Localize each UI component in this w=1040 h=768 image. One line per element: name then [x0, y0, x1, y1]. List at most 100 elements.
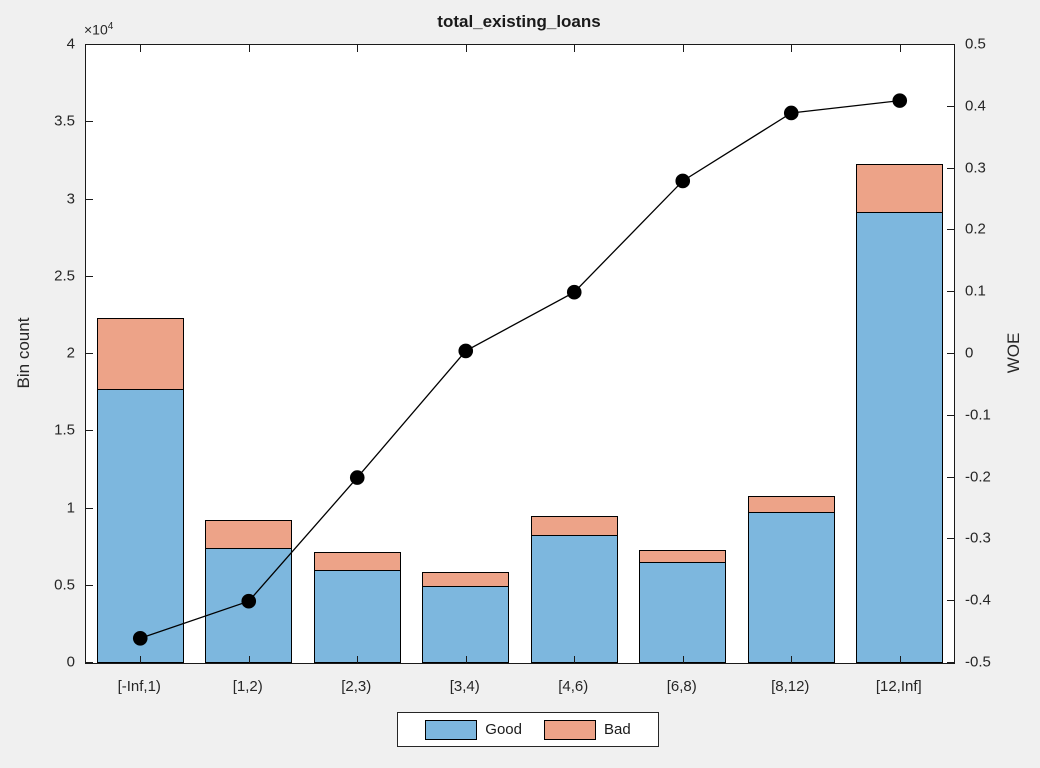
good-bar	[639, 561, 727, 663]
right-y-tick-label: -0.4	[965, 591, 991, 609]
bottom-x-tick	[140, 656, 142, 663]
right-y-tick	[947, 167, 954, 169]
y-axis-exponent-power: 4	[107, 21, 114, 32]
left-y-tick	[86, 44, 93, 45]
woe-point-marker	[458, 343, 474, 359]
left-y-tick-label: 2.5	[54, 267, 75, 285]
top-x-tick	[465, 45, 467, 52]
legend-item-bad: Bad	[544, 719, 631, 740]
legend-label-bad: Bad	[604, 721, 631, 738]
top-x-tick	[682, 45, 684, 52]
y-axis-exponent: ×104	[84, 21, 113, 38]
right-y-tick	[947, 44, 954, 45]
woe-point-marker	[349, 470, 365, 485]
left-y-tick-label: 3.5	[54, 112, 75, 130]
x-category-label: [3,4)	[449, 678, 480, 695]
legend-swatch-bad	[544, 719, 596, 740]
right-y-tick	[947, 353, 954, 354]
legend-label-good: Good	[485, 721, 522, 738]
bottom-x-tick	[791, 656, 793, 663]
bad-bar	[205, 520, 293, 549]
top-x-tick	[899, 45, 901, 52]
x-category-label: [-Inf,1)	[117, 678, 161, 695]
bottom-x-tick	[682, 656, 684, 663]
good-bar	[96, 388, 184, 663]
right-y-tick-label: -0.3	[965, 529, 991, 547]
left-y-tick	[86, 275, 93, 277]
top-x-tick	[574, 45, 576, 52]
right-y-tick-label: -0.1	[965, 406, 991, 424]
right-y-tick-label: 0.1	[965, 282, 986, 300]
left-y-tick	[86, 507, 93, 509]
left-y-tick-label: 4	[66, 35, 75, 53]
right-y-tick-label: -0.2	[965, 468, 991, 486]
right-y-tick	[947, 414, 954, 416]
woe-line-layer	[132, 93, 908, 646]
top-x-tick	[791, 45, 793, 52]
bad-bar	[639, 549, 727, 563]
left-y-tick-label: 1.5	[54, 421, 75, 439]
woe-point-marker	[783, 105, 799, 121]
right-y-tick-label: -0.5	[965, 653, 991, 671]
x-category-label: [12,Inf]	[875, 678, 922, 695]
x-category-label: [6,8)	[666, 678, 697, 695]
woe-point-marker	[132, 630, 148, 646]
right-y-tick-label: 0.2	[965, 220, 986, 238]
bottom-x-tick	[357, 656, 359, 663]
plot-area	[85, 44, 955, 664]
left-y-tick	[86, 121, 93, 123]
right-y-tick	[947, 291, 954, 293]
bad-bar	[313, 551, 401, 572]
good-bar	[747, 512, 835, 663]
y-axis-exponent-base: ×10	[84, 21, 108, 38]
bad-bar	[530, 515, 618, 536]
woe-point-marker	[566, 284, 582, 300]
left-y-tick-label: 0.5	[54, 576, 75, 594]
legend-item-good: Good	[425, 719, 522, 740]
bad-bar	[747, 495, 835, 514]
good-bar	[530, 534, 618, 663]
woe-point-marker	[675, 173, 691, 189]
left-axis-label: Bin count	[14, 317, 33, 389]
bottom-x-tick	[574, 656, 576, 663]
chart-title: total_existing_loans	[437, 12, 601, 31]
right-y-tick-label: 0.5	[965, 35, 986, 53]
x-category-label: [8,12)	[771, 678, 810, 695]
good-bar	[856, 211, 944, 663]
bottom-x-tick	[465, 656, 467, 663]
legend: Good Bad	[397, 712, 659, 747]
bottom-x-tick	[248, 656, 250, 663]
right-y-tick	[947, 600, 954, 602]
bad-bar	[422, 572, 510, 587]
bottom-x-tick	[899, 656, 901, 663]
x-category-label: [1,2)	[232, 678, 263, 695]
right-axis-label: WOE	[1004, 332, 1023, 374]
good-bar	[422, 585, 510, 663]
left-y-tick-label: 0	[66, 653, 75, 671]
left-y-tick	[86, 662, 93, 663]
left-y-tick	[86, 198, 93, 200]
bad-bar	[96, 318, 184, 390]
bad-bar	[856, 163, 944, 213]
right-y-tick-label: 0	[965, 344, 974, 362]
top-x-tick	[140, 45, 142, 52]
woe-point-marker	[241, 593, 257, 609]
left-y-tick-label: 2	[66, 344, 75, 362]
woe-line	[140, 99, 900, 639]
left-y-tick-label: 3	[66, 190, 75, 207]
x-category-label: [4,6)	[558, 678, 589, 695]
left-y-tick	[86, 353, 93, 354]
right-y-tick	[947, 538, 954, 540]
right-y-tick	[947, 476, 954, 478]
legend-swatch-good	[425, 719, 478, 740]
right-y-tick	[947, 229, 954, 231]
x-category-label: [2,3)	[341, 678, 372, 695]
right-y-tick	[947, 105, 954, 107]
right-y-tick	[947, 662, 954, 663]
top-x-tick	[357, 45, 359, 52]
left-y-tick-label: 1	[66, 499, 75, 516]
good-bar	[313, 570, 401, 663]
right-y-tick-label: 0.3	[965, 159, 986, 177]
left-y-tick	[86, 430, 93, 432]
